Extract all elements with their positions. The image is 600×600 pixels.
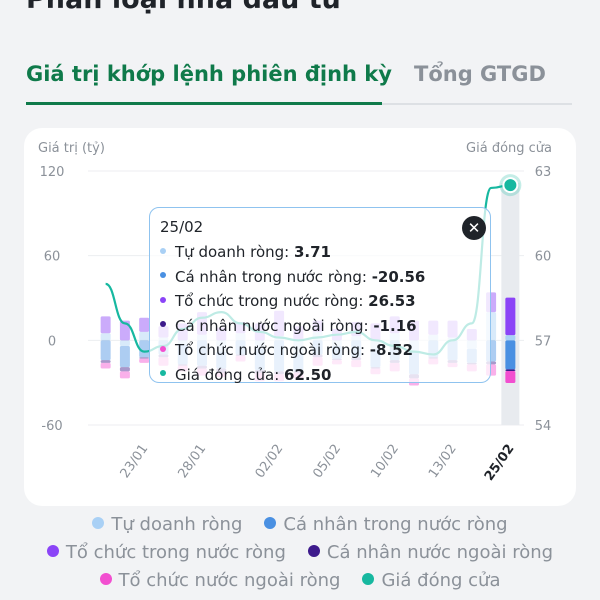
- tooltip-row: Cá nhân nước ngoài ròng: -1.16: [160, 317, 417, 339]
- bar-segment[interactable]: [505, 335, 516, 341]
- bar-segment[interactable]: [119, 367, 130, 372]
- legend-label: Tổ chức trong nước ròng: [65, 542, 286, 563]
- bar-segment[interactable]: [119, 345, 130, 368]
- y-tick-right: 57: [535, 334, 552, 349]
- bar-segment[interactable]: [100, 316, 111, 334]
- tooltip-label: Tổ chức nước ngoài ròng:: [175, 341, 370, 359]
- bar-segment[interactable]: [119, 371, 130, 379]
- price-point: [502, 177, 519, 194]
- legend-dot: [99, 573, 112, 585]
- tooltip-dot: [160, 296, 166, 303]
- legend-label: Cá nhân nước ngoài ròng: [326, 542, 554, 563]
- bar-segment[interactable]: [100, 362, 111, 369]
- x-tick-label: 13/02: [426, 442, 460, 481]
- legend-row: Tổ chức nước ngoài ròng Giá đóng cửa: [0, 570, 600, 591]
- bar-segment[interactable]: [139, 357, 150, 359]
- tab-active-indicator: [26, 102, 382, 105]
- x-ticks: 23/01 28/01 02/02 05/02 10/02 13/02 25/02: [118, 442, 518, 484]
- bar-segment[interactable]: [139, 317, 150, 332]
- legend-dot: [92, 517, 105, 529]
- tooltip-value: -8.52: [369, 341, 414, 359]
- tooltip-dot: [160, 247, 166, 254]
- tooltip-value: 62.50: [284, 365, 332, 384]
- bar-segment[interactable]: [119, 320, 130, 341]
- tooltip-row: Tự doanh ròng: 3.71: [160, 243, 331, 265]
- y-tick-left: 120: [40, 165, 65, 180]
- legend-label: Tự doanh ròng: [111, 514, 243, 535]
- legend-label: Cá nhân trong nước ròng: [283, 514, 508, 535]
- y-tick-left: -60: [41, 419, 62, 434]
- page-title: Phân loại nhà đầu tư: [26, 0, 341, 15]
- bar-segment[interactable]: [100, 340, 111, 361]
- legend-item[interactable]: Tổ chức nước ngoài ròng: [99, 570, 341, 591]
- tooltip-value: -1.16: [373, 316, 417, 335]
- tooltip-dot: [160, 370, 166, 376]
- bar-segment[interactable]: [505, 297, 516, 336]
- bar-segment[interactable]: [139, 340, 150, 358]
- y-axis-right-title: Giá đóng cửa: [466, 141, 552, 156]
- tab-bar: Giá trị khớp lệnh phiên định kỳ Tổng GTG…: [26, 62, 572, 106]
- bar-segment[interactable]: [505, 369, 516, 371]
- legend-item[interactable]: Tổ chức trong nước ròng: [46, 542, 286, 563]
- legend-item[interactable]: Cá nhân nước ngoài ròng: [307, 542, 554, 563]
- tooltip-label: Tự doanh ròng:: [175, 243, 294, 261]
- x-tick-label: 28/01: [175, 442, 209, 481]
- x-tick-label: 05/02: [310, 442, 344, 481]
- y-ticks-left: 120 60 0 -60: [40, 165, 65, 434]
- bar-segment[interactable]: [505, 340, 516, 370]
- tooltip-label: Giá đóng cửa:: [175, 365, 285, 384]
- tooltip-date: 25/02: [160, 218, 204, 236]
- bar-segment[interactable]: [100, 360, 111, 363]
- tooltip-value: 3.71: [293, 243, 331, 261]
- y-ticks-right: 63 60 57 54: [535, 165, 552, 434]
- legend-dot: [264, 517, 277, 529]
- chart-tooltip: 25/02 ✕ Tự doanh ròng: 3.71 Cá nhân trong…: [149, 207, 491, 384]
- legend-dot: [362, 573, 375, 585]
- y-tick-left: 0: [48, 334, 56, 349]
- y-tick-right: 60: [535, 250, 552, 265]
- tab-matched-value[interactable]: Giá trị khớp lệnh phiên định kỳ: [26, 62, 392, 86]
- tooltip-value: 26.53: [368, 292, 416, 310]
- tooltip-label: Cá nhân nước ngoài ròng:: [175, 316, 374, 335]
- tooltip-label: Tổ chức trong nước ròng:: [175, 292, 369, 310]
- bar-segment[interactable]: [100, 333, 111, 341]
- x-tick-label: 25/02: [482, 442, 518, 484]
- bar-segment[interactable]: [119, 340, 130, 346]
- x-tick-label: 10/02: [368, 442, 402, 481]
- y-tick-left: 60: [44, 250, 61, 265]
- legend-item[interactable]: Cá nhân trong nước ròng: [264, 514, 508, 535]
- x-tick-label: 23/01: [118, 442, 152, 481]
- tooltip-row: Giá đóng cửa: 62.50: [160, 366, 331, 388]
- y-axis-left-title: Giá trị (tỷ): [38, 141, 105, 156]
- y-tick-right: 54: [535, 419, 552, 434]
- legend-dot: [307, 545, 320, 557]
- tooltip-dot: [160, 321, 166, 327]
- y-tick-right: 63: [535, 165, 552, 180]
- legend-item[interactable]: Giá đóng cửa: [362, 570, 501, 591]
- tooltip-row: Cá nhân trong nước ròng: -20.56: [160, 268, 425, 290]
- legend-label: Tổ chức nước ngoài ròng: [118, 570, 341, 591]
- tooltip-row: Tổ chức trong nước ròng: 26.53: [160, 292, 416, 314]
- legend-row: Tổ chức trong nước ròng Cá nhân nước ngoà…: [0, 542, 600, 563]
- legend-row: Tự doanh ròng Cá nhân trong nước ròng: [0, 514, 600, 535]
- tooltip-value: -20.56: [371, 267, 426, 286]
- x-tick-label: 02/02: [253, 442, 287, 481]
- tooltip-row: Tổ chức nước ngoài ròng: -8.52: [160, 341, 413, 363]
- bar-segment[interactable]: [505, 370, 516, 384]
- legend-dot: [46, 545, 59, 557]
- bar-segment[interactable]: [139, 331, 150, 341]
- legend-label: Giá đóng cửa: [381, 570, 501, 591]
- close-icon[interactable]: ✕: [462, 216, 486, 240]
- tab-total-value[interactable]: Tổng GTGD: [414, 62, 546, 86]
- tooltip-label: Cá nhân trong nước ròng:: [175, 267, 372, 286]
- tooltip-dot: [160, 345, 166, 352]
- legend-item[interactable]: Tự doanh ròng: [92, 514, 242, 535]
- bar-segment[interactable]: [139, 358, 150, 363]
- tooltip-dot: [160, 272, 166, 278]
